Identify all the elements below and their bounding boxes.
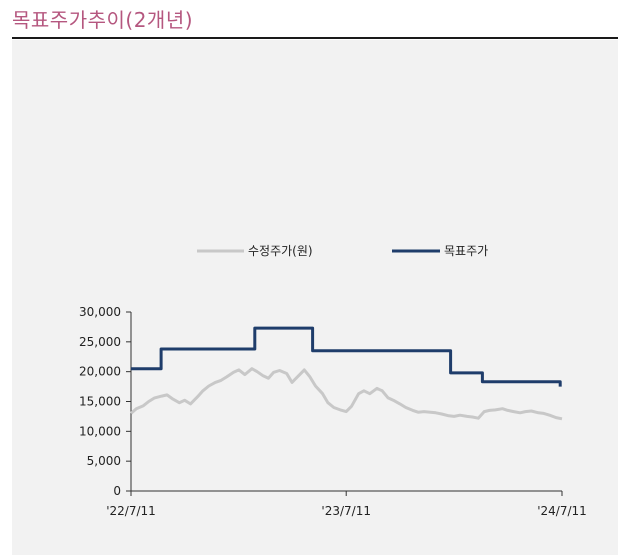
legend: 수정주가(원) 목표주가 <box>197 244 488 258</box>
y-tick-label: 0 <box>113 484 121 498</box>
series-line-target-price <box>131 326 562 387</box>
y-tick-label: 10,000 <box>79 424 121 438</box>
series-line-adjusted-price <box>130 367 563 421</box>
axes: 0 5,000 10,000 15,000 20,000 25,000 30,000 '22/… <box>79 305 587 518</box>
y-tick-label: 25,000 <box>79 335 121 349</box>
title-divider <box>12 37 618 39</box>
y-tick-label: 5,000 <box>87 454 121 468</box>
x-tick-label: '24/7/11 <box>537 504 587 518</box>
legend-label-adjusted-price: 수정주가(원) <box>248 244 313 258</box>
x-tick-label: '22/7/11 <box>106 504 156 518</box>
y-tick-label: 30,000 <box>79 305 121 319</box>
y-tick-label: 20,000 <box>79 365 121 379</box>
chart-panel <box>12 40 618 555</box>
series-layer <box>130 326 563 421</box>
y-tick-label: 15,000 <box>79 395 121 409</box>
legend-label-target-price: 목표주가 <box>444 244 488 258</box>
x-tick-label: '23/7/11 <box>321 504 371 518</box>
chart-title: 목표주가추이(2개년) <box>12 8 194 32</box>
